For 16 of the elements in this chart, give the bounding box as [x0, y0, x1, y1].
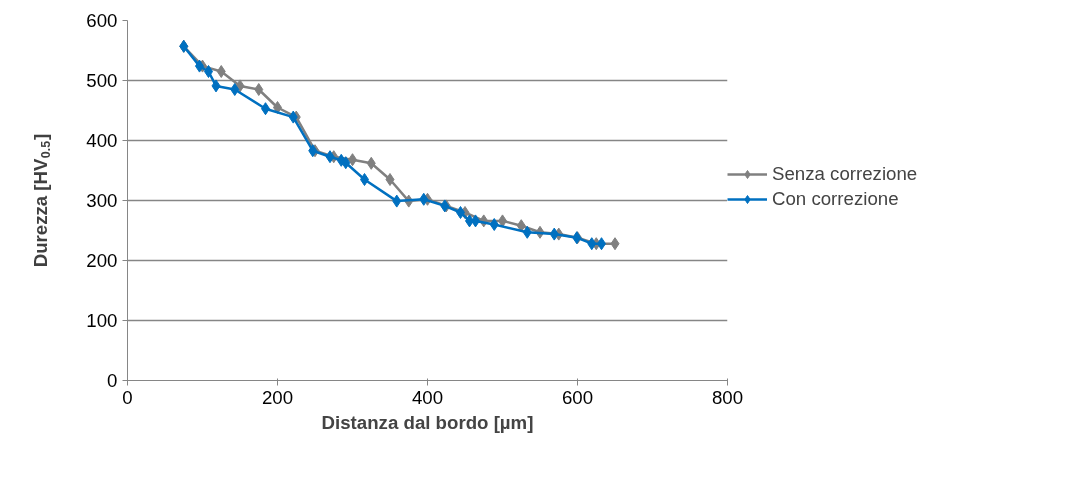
legend-label: Con correzione	[772, 188, 899, 210]
y-tick-label: 0	[107, 370, 118, 391]
y-tick-label: 600	[86, 10, 118, 31]
y-tick-label: 400	[86, 130, 118, 151]
x-tick-label: 600	[561, 386, 594, 408]
y-tick-label: 300	[86, 190, 118, 211]
x-tick-label: 200	[261, 386, 294, 408]
x-tick-label: 400	[411, 386, 444, 408]
legend-label: Senza correzione	[772, 163, 918, 185]
y-tick-label: 200	[86, 250, 118, 271]
y-tick-label: 500	[86, 70, 118, 91]
x-axis-title: Distanza dal bordo [µm]	[321, 411, 534, 433]
x-tick-label: 800	[711, 386, 744, 408]
y-tick-label: 100	[86, 310, 118, 331]
x-tick-label: 0	[122, 386, 133, 408]
y-axis-title: Durezza [HV0.5]	[30, 133, 53, 268]
